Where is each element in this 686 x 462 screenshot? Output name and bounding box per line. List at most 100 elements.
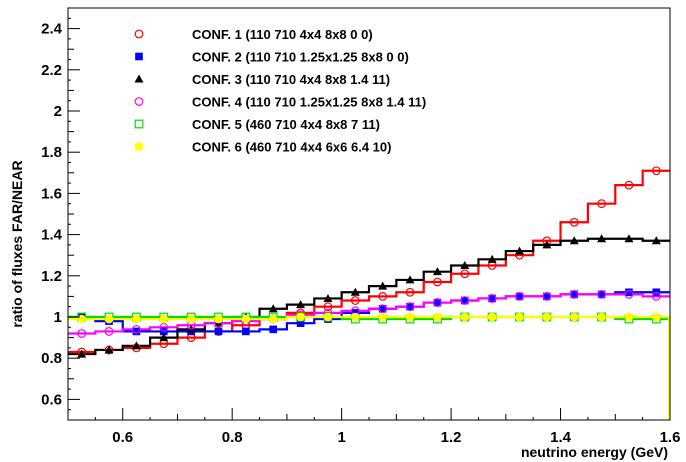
- y-axis-title: ratio of fluxes FAR/NEAR: [9, 160, 25, 327]
- series-2-point: [433, 298, 442, 307]
- x-tick-label: 1.2: [441, 429, 462, 446]
- series-1-point: [651, 166, 661, 176]
- marker-layer: [77, 166, 661, 358]
- series-6-point: [378, 312, 387, 322]
- series-2-point: [296, 319, 305, 327]
- series-6-point: [542, 312, 552, 322]
- series-6-point: [323, 312, 333, 322]
- series-6-point: [405, 312, 415, 322]
- series-4-point: [487, 294, 497, 303]
- x-tick-label: 0.8: [222, 429, 243, 446]
- series-4-point: [77, 329, 87, 338]
- y-tick-label: 1.4: [41, 227, 63, 244]
- series-4-point: [460, 296, 470, 305]
- series-1-point: [323, 302, 333, 312]
- x-tick-label: 1.6: [660, 429, 681, 446]
- series-6-point: [214, 314, 223, 324]
- series-2-point: [214, 327, 223, 336]
- y-tick-label: 2: [54, 103, 62, 120]
- series-1-point: [597, 199, 606, 209]
- series-3-point: [296, 300, 306, 309]
- series-4-point: [597, 289, 606, 299]
- series-4-line: [68, 293, 670, 335]
- legend-label-1: CONF. 1 (110 710 4x4 8x8 0 0): [192, 27, 373, 42]
- y-tick-label: 0.6: [41, 391, 62, 408]
- series-1-point: [624, 180, 634, 190]
- series-3-line: [68, 237, 670, 356]
- series-4-point: [433, 298, 442, 307]
- series-6-point: [351, 312, 360, 322]
- series-2-point: [625, 288, 633, 297]
- x-tick-label: 0.6: [112, 429, 133, 446]
- series-2-point: [570, 290, 579, 299]
- series-1-point: [569, 217, 579, 227]
- series-3-point: [651, 236, 661, 245]
- series-4-point: [651, 292, 661, 301]
- legend-label-4: CONF. 4 (110 710 1.25x1.25 8x8 1.4 11): [192, 95, 426, 110]
- series-6-point: [597, 312, 606, 322]
- series-2-point: [269, 325, 278, 334]
- legend-marker-4: [134, 97, 144, 106]
- series-3-point: [569, 236, 579, 245]
- series-4-point: [542, 292, 552, 301]
- plot-frame: [67, 7, 671, 421]
- series-3-point: [405, 275, 415, 284]
- y-tick-label: 2.4: [41, 21, 63, 38]
- series-3-point: [597, 234, 607, 243]
- legend-label-5: CONF. 5 (460 710 4x4 8x8 7 11): [192, 117, 380, 132]
- series-3-point: [515, 246, 524, 255]
- series-3-point: [268, 304, 278, 313]
- series-3-point: [323, 293, 333, 302]
- series-6-point: [104, 314, 114, 324]
- legend-marker-2: [135, 52, 143, 61]
- legend: CONF. 1 (110 710 4x4 8x8 0 0) CONF. 2 (11…: [134, 27, 426, 155]
- series-1-point: [350, 296, 360, 305]
- series-6-point: [624, 312, 634, 322]
- series-2-point: [543, 292, 551, 301]
- series-3-point: [487, 254, 497, 263]
- series-1-point: [405, 287, 415, 297]
- series-1-point: [460, 269, 470, 279]
- series-3-point: [104, 345, 114, 354]
- series-6-point: [186, 314, 196, 324]
- series-6-point: [159, 314, 169, 324]
- series-6-point: [487, 312, 497, 322]
- y-tick-label: 1: [54, 309, 62, 326]
- series-2-point: [242, 327, 250, 336]
- axes: 0.6 0.8 1 1.2 1.4 1.6 0.6 0.8 1 1.2 1.4 1.6 1.8 2 2.2 2…: [41, 7, 681, 446]
- y-tick-label: 2.2: [41, 62, 62, 79]
- series-3-point: [159, 333, 169, 342]
- series-2-point: [460, 296, 469, 305]
- y-tick-label: 0.8: [41, 350, 62, 367]
- series-2-point: [515, 292, 524, 301]
- series-4-point: [405, 302, 415, 312]
- series-4-point: [132, 324, 141, 334]
- series-2-point: [406, 302, 414, 311]
- legend-marker-1: [134, 29, 144, 39]
- series-6-point: [569, 312, 579, 322]
- series-2-point: [132, 327, 141, 336]
- series-3-point: [542, 240, 552, 249]
- series-3-point: [131, 341, 141, 350]
- series-6-point: [460, 312, 470, 322]
- series-6-point: [77, 314, 86, 324]
- y-tick-label: 1.8: [41, 144, 62, 161]
- series-4-point: [515, 292, 524, 301]
- series-3-point: [432, 267, 442, 276]
- x-axis-title: neutrino energy (GeV): [521, 444, 668, 460]
- series-6-point: [652, 312, 661, 322]
- legend-marker-6: [134, 142, 144, 151]
- series-2-point: [488, 294, 496, 303]
- legend-marker-3: [134, 74, 144, 83]
- series-6-point: [433, 312, 442, 322]
- series-6-point: [268, 314, 278, 324]
- legend-label-6: CONF. 6 (460 710 4x4 6x6 6.4 10): [192, 140, 391, 155]
- series-6-point: [515, 312, 524, 322]
- legend-label-2: CONF. 2 (110 710 1.25x1.25 8x8 0 0): [192, 50, 409, 65]
- y-tick-label: 1.6: [41, 185, 62, 202]
- series-4-point: [624, 289, 634, 299]
- series-1-line: [68, 169, 670, 354]
- series-1-point: [433, 277, 442, 287]
- histogram-layer: [68, 169, 671, 420]
- series-6-point: [296, 312, 305, 322]
